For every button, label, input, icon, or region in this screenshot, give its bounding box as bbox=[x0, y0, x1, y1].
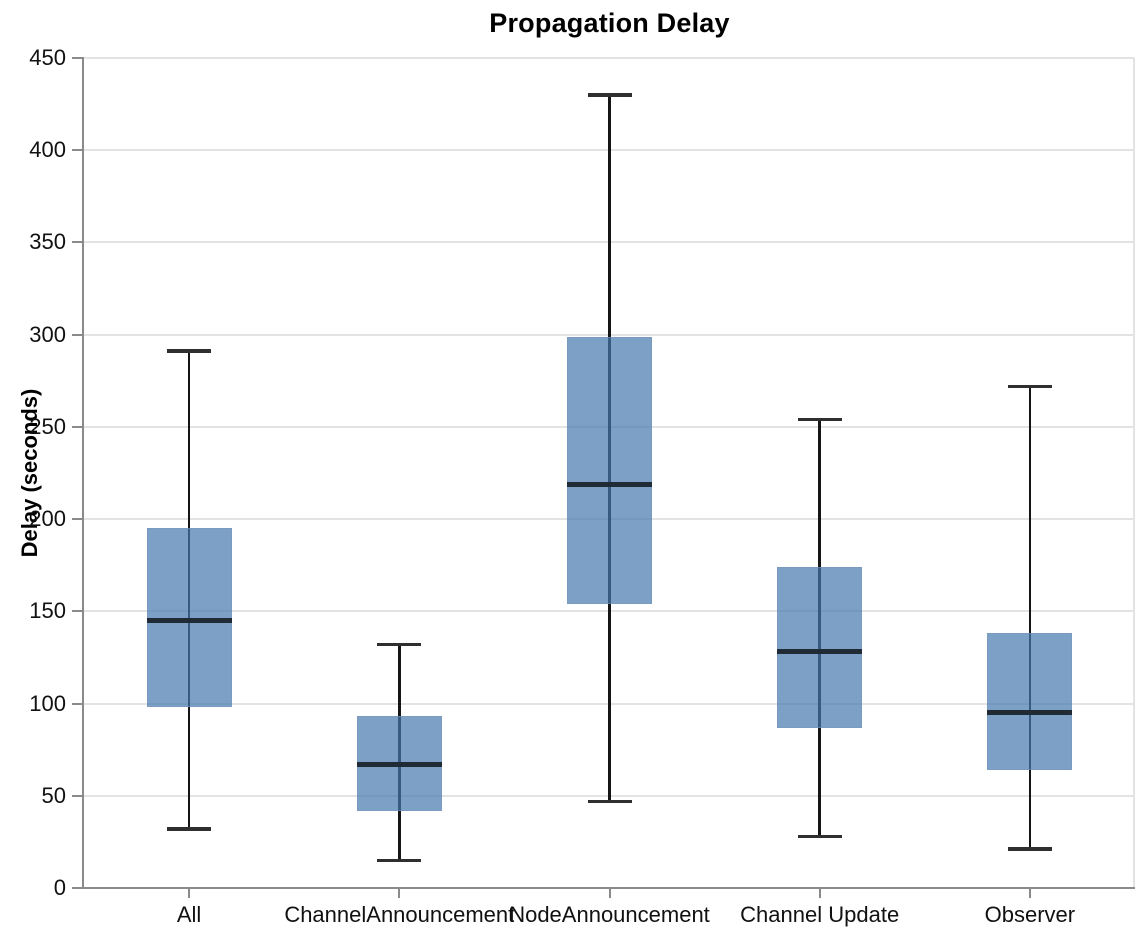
median-line bbox=[777, 649, 863, 655]
y-tick-mark bbox=[72, 518, 82, 521]
x-tick-label: Channel Update bbox=[740, 902, 900, 927]
y-tick-label: 400 bbox=[29, 137, 66, 163]
x-tick-mark bbox=[398, 889, 401, 898]
gridline bbox=[84, 57, 1135, 59]
median-line bbox=[146, 618, 232, 624]
x-tick-mark bbox=[608, 889, 611, 898]
y-tick-label: 250 bbox=[29, 413, 66, 439]
y-tick-mark bbox=[72, 794, 82, 797]
median-line bbox=[567, 481, 652, 487]
box bbox=[567, 336, 652, 604]
y-tick-label: 150 bbox=[29, 598, 66, 624]
whisker-cap-top bbox=[167, 349, 212, 354]
whisker-cap-top bbox=[377, 642, 422, 647]
whisker-cap-top bbox=[797, 417, 842, 422]
box bbox=[146, 528, 232, 708]
median-line bbox=[987, 710, 1073, 716]
whisker-cap-bottom bbox=[1007, 847, 1052, 852]
x-tick-mark bbox=[188, 889, 191, 898]
x-axis-line bbox=[82, 887, 1135, 889]
whisker-cap-top bbox=[1007, 384, 1052, 389]
chart-title: Propagation Delay bbox=[489, 8, 730, 38]
whisker-cap-bottom bbox=[377, 858, 422, 863]
whisker-cap-bottom bbox=[587, 799, 632, 804]
y-tick-label: 350 bbox=[29, 229, 66, 255]
y-tick-mark bbox=[72, 57, 82, 59]
y-tick-mark bbox=[72, 887, 82, 889]
y-tick-label: 450 bbox=[29, 45, 66, 70]
whisker-cap-top bbox=[587, 93, 632, 97]
y-tick-mark bbox=[72, 241, 82, 244]
y-axis-line bbox=[82, 57, 84, 889]
y-tick-mark bbox=[72, 149, 82, 152]
box-whisker-line bbox=[1028, 386, 1032, 850]
plot-right-border bbox=[1133, 57, 1135, 888]
y-tick-label: 300 bbox=[29, 321, 66, 347]
y-tick-label: 100 bbox=[29, 690, 66, 716]
x-tick-mark bbox=[818, 889, 821, 898]
y-tick-mark bbox=[72, 702, 82, 705]
y-tick-mark bbox=[72, 333, 82, 336]
x-tick-label: ChannelAnnouncement bbox=[284, 902, 515, 927]
whisker-cap-bottom bbox=[167, 827, 212, 831]
box bbox=[777, 567, 863, 728]
x-tick-mark bbox=[1028, 889, 1031, 898]
y-tick-label: 0 bbox=[53, 875, 66, 900]
y-tick-mark bbox=[72, 425, 82, 428]
whisker-cap-bottom bbox=[797, 834, 842, 839]
x-tick-label: All bbox=[176, 902, 202, 927]
x-tick-label: NodeAnnouncement bbox=[509, 902, 710, 927]
box bbox=[987, 633, 1073, 770]
y-tick-mark bbox=[72, 610, 82, 613]
y-tick-label: 50 bbox=[41, 782, 66, 808]
x-tick-label: Observer bbox=[984, 902, 1076, 927]
y-tick-label: 200 bbox=[29, 506, 66, 532]
median-line bbox=[356, 761, 442, 767]
